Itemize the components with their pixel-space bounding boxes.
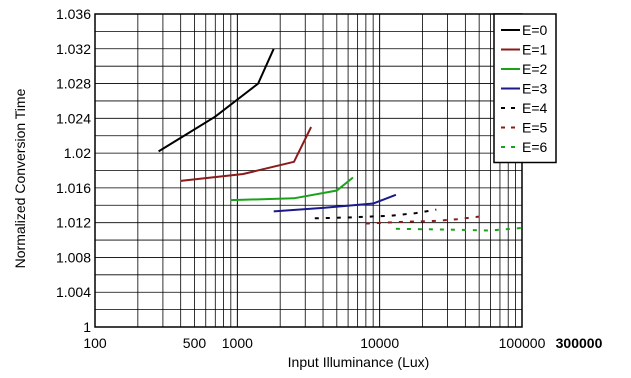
x-tick-label: 1000 — [222, 335, 253, 351]
y-tick-label: 1.016 — [56, 180, 91, 196]
x-tick-label: 300000 — [556, 335, 603, 351]
x-tick-label: 100000 — [499, 335, 546, 351]
x-axis-label: Input Illuminance (Lux) — [288, 354, 430, 370]
y-tick-label: 1.036 — [56, 6, 91, 22]
y-tick-label: 1.02 — [64, 145, 91, 161]
y-tick-labels: 1 1.004 1.008 1.012 1.016 1.02 1.024 1.028 1.032… — [56, 6, 91, 335]
y-tick-label: 1.004 — [56, 284, 91, 300]
x-tick-label: 100 — [83, 335, 107, 351]
series-layer — [158, 48, 523, 232]
series-line-e1 — [180, 126, 312, 182]
legend-label: E=4 — [522, 100, 548, 116]
series-line-e3 — [273, 193, 397, 213]
legend-label: E=3 — [522, 81, 548, 97]
series-line-e0 — [158, 48, 275, 153]
legend-label: E=6 — [522, 139, 548, 155]
y-tick-label: 1.012 — [56, 215, 91, 231]
legend-label: E=1 — [522, 42, 548, 58]
x-tick-labels: 100 500 1000 10000 100000 300000 — [83, 335, 602, 351]
y-tick-label: 1.024 — [56, 110, 91, 126]
legend: E=0 E=1 E=2 E=3 E=4 E=5 E=6 — [493, 13, 557, 164]
y-axis-label: Normalized Conversion Time — [12, 88, 28, 268]
series-line-e5 — [365, 215, 480, 225]
y-tick-label: 1.008 — [56, 249, 91, 265]
x-tick-label: 500 — [183, 335, 207, 351]
legend-label: E=5 — [522, 120, 548, 136]
series-line-e2 — [230, 176, 354, 202]
y-tick-label: 1 — [83, 319, 91, 335]
series-line-e6 — [395, 226, 523, 232]
grid-lines — [95, 14, 522, 327]
y-tick-label: 1.028 — [56, 76, 91, 92]
series-line-e4 — [314, 208, 437, 220]
plot-frame — [94, 13, 523, 328]
legend-label: E=0 — [522, 22, 548, 38]
legend-label: E=2 — [522, 61, 548, 77]
y-tick-label: 1.032 — [56, 41, 91, 57]
x-tick-label: 10000 — [360, 335, 399, 351]
